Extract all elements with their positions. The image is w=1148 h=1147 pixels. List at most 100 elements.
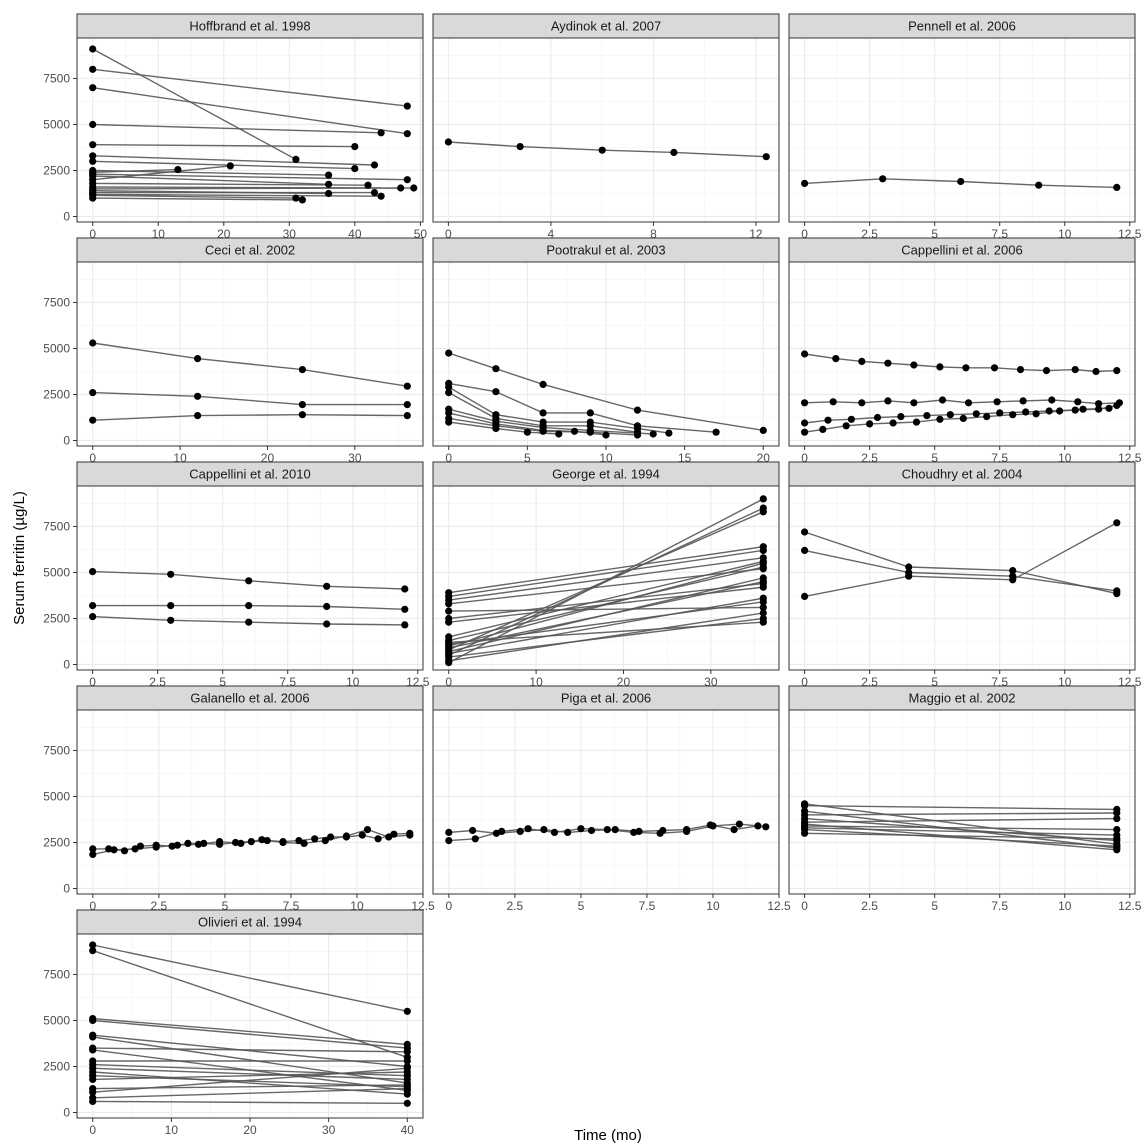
- panel-background: [789, 38, 1135, 222]
- data-point: [1092, 367, 1100, 376]
- panel-strip: [432, 685, 780, 711]
- series-lines: [448, 498, 764, 664]
- data-point: [194, 840, 203, 848]
- panel-strip: [76, 13, 424, 39]
- y-tick-label: 5000: [43, 1013, 70, 1027]
- data-point: [516, 827, 524, 836]
- data-point: [89, 141, 97, 149]
- data-point: [516, 143, 524, 151]
- y-axis-ticks: 0 2500 5000 7500: [43, 743, 77, 895]
- data-point: [712, 428, 720, 436]
- data-point: [245, 602, 253, 610]
- data-point: [1035, 181, 1043, 189]
- data-point: [540, 826, 548, 834]
- data-point: [471, 835, 479, 843]
- data-point: [1105, 404, 1113, 412]
- y-tick-label: 7500: [43, 519, 70, 533]
- data-point: [801, 399, 809, 407]
- panel-strip: [788, 685, 1136, 711]
- x-tick-label: 0: [801, 899, 808, 913]
- data-point: [89, 941, 97, 949]
- data-point: [670, 148, 678, 156]
- y-tick-label: 2500: [43, 387, 70, 401]
- series-line-1: [92, 342, 408, 387]
- data-point: [342, 832, 350, 840]
- data-point: [1071, 366, 1079, 374]
- data-point: [829, 398, 837, 406]
- data-point: [445, 383, 453, 391]
- data-point: [89, 1033, 97, 1041]
- data-point: [364, 181, 372, 189]
- data-point: [216, 838, 224, 846]
- series-line-14: [92, 1071, 408, 1081]
- data-point: [173, 841, 181, 849]
- x-tick-label: 5: [931, 899, 938, 913]
- panel-title: Olivieri et al. 1994: [198, 915, 302, 930]
- data-point: [298, 401, 306, 409]
- y-axis-title: Serum ferritin (µg/L): [11, 491, 28, 625]
- series-lines: [804, 522, 1118, 598]
- data-points: [445, 820, 770, 845]
- y-tick-label: 5000: [43, 117, 70, 131]
- data-point: [603, 826, 611, 834]
- data-point: [403, 382, 411, 390]
- data-point: [403, 1099, 411, 1107]
- data-point: [1074, 398, 1082, 406]
- data-point: [401, 621, 409, 629]
- x-tick-label: 0: [801, 675, 808, 689]
- data-points: [444, 138, 770, 161]
- data-point: [801, 546, 809, 555]
- data-point: [762, 153, 770, 161]
- data-point: [1113, 835, 1121, 843]
- data-point: [89, 1088, 97, 1096]
- data-point: [759, 508, 767, 516]
- data-point: [492, 388, 500, 396]
- series-line-11: [92, 168, 178, 173]
- data-point: [936, 415, 944, 423]
- data-point: [801, 528, 809, 536]
- data-point: [754, 822, 762, 830]
- x-tick-label: 8: [650, 227, 657, 241]
- data-point: [200, 839, 208, 848]
- data-point: [905, 563, 913, 571]
- data-point: [89, 845, 97, 853]
- data-point: [910, 399, 918, 407]
- series-line-20: [92, 197, 303, 201]
- data-point: [401, 605, 409, 613]
- data-point: [325, 180, 333, 188]
- data-point: [237, 839, 245, 848]
- data-point: [410, 184, 418, 192]
- data-point: [996, 409, 1004, 417]
- data-point: [570, 427, 579, 435]
- x-axis-title: Time (mo): [574, 1127, 642, 1144]
- series-line-13: [92, 182, 369, 186]
- data-point: [905, 572, 913, 580]
- data-point: [524, 825, 532, 833]
- data-point: [374, 835, 382, 843]
- y-tick-label: 0: [63, 1105, 70, 1119]
- data-point: [167, 570, 175, 578]
- series-line-3: [92, 87, 408, 135]
- x-axis-ticks: 0 2.5 5 7.5 10 12.5: [801, 894, 1142, 913]
- data-point: [403, 130, 411, 138]
- panel-background: [433, 486, 779, 670]
- data-point: [445, 653, 453, 661]
- x-tick-label: 0: [90, 899, 97, 913]
- data-point: [445, 389, 453, 397]
- data-point: [492, 365, 500, 373]
- panel-11: Piga et al. 2006 0 2.5 5 7.5 10 12.5: [432, 685, 791, 913]
- series-line-2: [448, 507, 764, 656]
- series-line-11: [92, 1067, 408, 1081]
- data-point: [120, 847, 129, 855]
- data-point: [523, 428, 532, 436]
- x-tick-label: 0: [801, 227, 808, 241]
- series-line-6: [92, 155, 375, 166]
- data-points: [801, 175, 1121, 191]
- series-lines: [804, 803, 1117, 851]
- data-point: [879, 175, 887, 183]
- data-point: [89, 568, 97, 576]
